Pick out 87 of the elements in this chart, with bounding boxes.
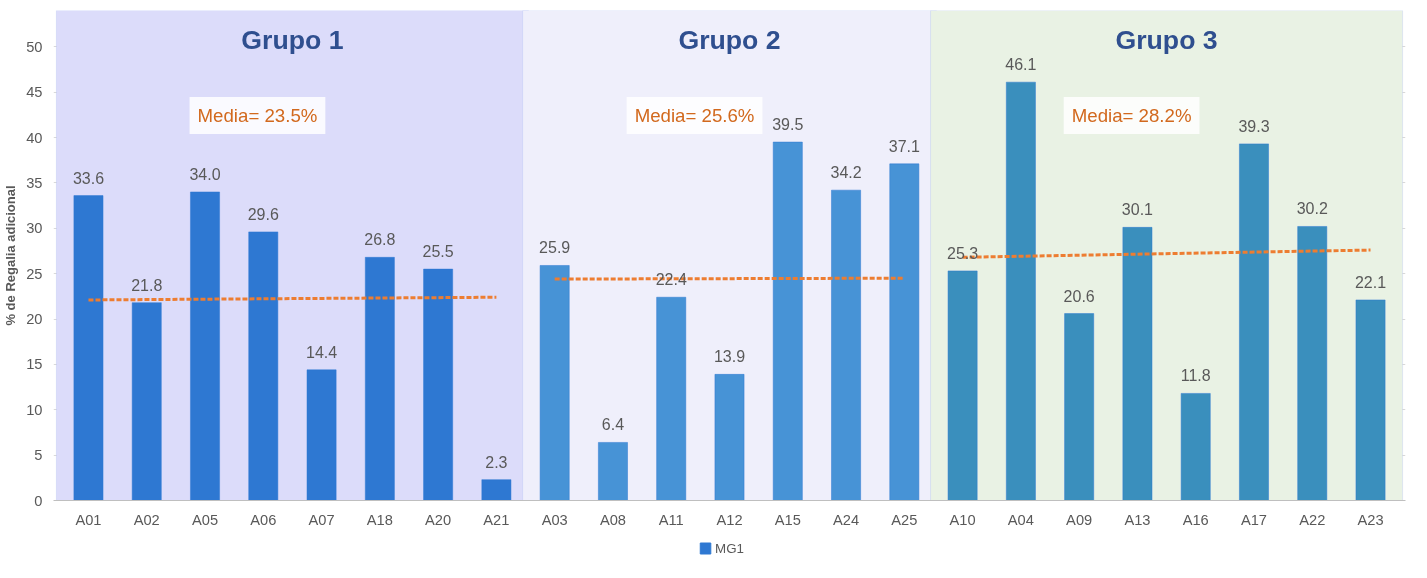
x-tick-label: A10 [949,511,976,528]
data-label: 34.2 [830,164,862,182]
data-label: 39.3 [1238,117,1270,135]
bar [714,374,745,501]
x-tick-label: A01 [75,511,102,528]
x-tick-label: A11 [658,511,684,528]
data-label: 25.9 [539,239,571,257]
bar [1180,393,1211,501]
bar [1355,299,1386,501]
data-label: 20.6 [1063,287,1095,305]
y-tick-label: 0 [34,492,43,509]
y-tick-label: 10 [26,401,43,418]
y-tick-label: 35 [26,174,43,191]
y-axis-title: % de Regalia adicional [3,185,19,326]
bar [831,189,861,501]
bar [131,302,162,501]
bar [772,141,803,501]
bar [1064,313,1094,501]
bar [1239,143,1269,501]
y-tick-label: 5 [34,447,43,464]
x-tick-label: A05 [191,511,219,528]
data-label: 39.5 [772,116,804,134]
data-label: 22.1 [1354,273,1387,291]
data-label: 30.1 [1121,201,1154,219]
bar [481,479,512,501]
bar [539,265,570,501]
data-label: 34.0 [189,165,221,183]
bar [656,296,687,501]
data-label: 2.3 [485,453,508,471]
data-label: 11.8 [1180,367,1211,385]
bar [947,270,978,501]
bar [306,369,337,501]
y-tick-label: 20 [26,311,43,328]
annotation: Media= 23.5% [197,105,318,126]
data-label: 29.6 [247,205,279,223]
y-tick-label: 30 [26,220,43,237]
x-tick-label: A21 [483,511,510,528]
bar [365,257,395,501]
data-label: 25.3 [947,244,979,262]
x-tick-label: A09 [1066,511,1093,528]
band-label: Grupo 3 [1115,24,1218,55]
x-tick-label: A06 [250,511,277,528]
x-tick-label: A16 [1182,511,1209,528]
data-label: 13.9 [713,348,746,366]
x-tick-label: A24 [833,511,860,528]
band-label: Grupo 2 [678,24,781,55]
x-tick-label: A04 [1007,511,1034,528]
data-label: 25.5 [422,243,454,261]
data-label: 46.1 [1005,56,1037,74]
x-tick-label: A20 [425,511,452,528]
data-label: 33.6 [72,169,105,187]
y-tick-label: 45 [26,84,43,101]
bar [190,191,220,501]
data-label: 21.8 [131,276,163,294]
x-tick-label: A02 [133,511,160,528]
data-label: 26.8 [364,231,396,249]
x-tick-label: A12 [716,511,743,528]
x-tick-label: A18 [366,511,393,528]
band-label: Grupo 1 [241,24,344,55]
data-label: 6.4 [601,416,625,434]
x-tick-label: A07 [308,511,335,528]
bar [1006,81,1036,501]
y-tick-label: 40 [26,129,43,146]
bar [248,231,279,501]
bar [889,163,920,501]
x-tick-label: A22 [1299,511,1326,528]
y-tick-label: 50 [26,38,43,55]
x-tick-label: A25 [891,511,918,528]
x-tick-label: A15 [774,511,801,528]
data-label: 14.4 [306,343,338,361]
data-label: 30.2 [1296,200,1328,218]
data-label: 37.1 [888,137,920,155]
bar [1122,227,1153,501]
x-tick-label: A03 [541,511,568,528]
x-tick-label: A08 [599,511,626,528]
bar [1297,226,1328,501]
bar [423,268,453,501]
x-tick-label: A13 [1124,511,1151,528]
x-tick-label: A23 [1357,511,1384,528]
bar [598,442,628,501]
y-tick-label: 25 [26,265,43,282]
y-tick-label: 15 [26,356,43,373]
bar [73,195,104,501]
annotation: Media= 25.6% [634,105,755,126]
x-tick-label: A17 [1240,511,1268,528]
legend-label: MG1 [715,541,745,556]
annotation: Media= 28.2% [1071,105,1192,126]
